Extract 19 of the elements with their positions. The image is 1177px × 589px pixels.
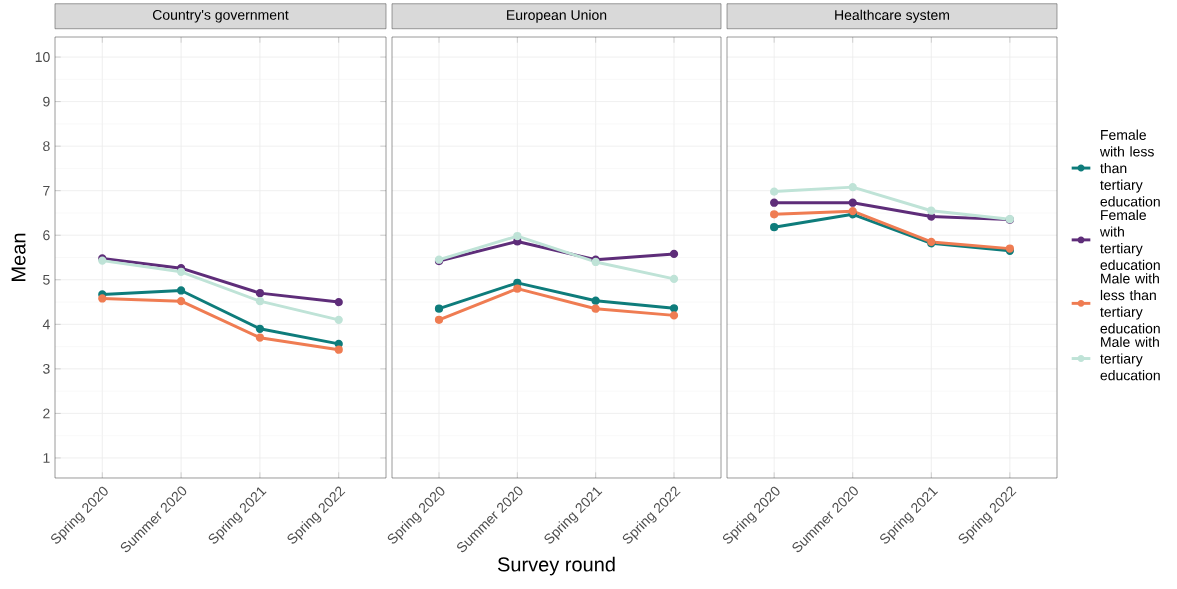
x-axis-title: Survey round (497, 556, 615, 576)
chart-title: Country's government (152, 9, 289, 23)
chart-title: European Union (507, 9, 607, 23)
y-tick-label: 6 (43, 230, 50, 241)
y-tick-label: 5 (43, 274, 50, 285)
legend-label: Male with tertiary education (1100, 336, 1160, 381)
y-tick-label: 9 (43, 96, 50, 107)
legend-label: Male with less than tertiary education (1100, 273, 1160, 334)
y-axis-title: Mean (11, 233, 26, 281)
y-tick-label: 7 (43, 185, 50, 196)
chart-title: Healthcare system (835, 9, 950, 23)
y-tick-label: 10 (35, 52, 50, 63)
legend-label: Female with tertiary education (1099, 209, 1160, 271)
y-tick-label: 3 (43, 363, 50, 374)
legend-label: Female with less than tertiary education (1099, 129, 1160, 207)
y-tick-label: 8 (43, 141, 50, 152)
y-tick-label: 4 (42, 319, 50, 330)
y-tick-label: 1 (43, 453, 50, 463)
y-tick-label: 2 (43, 408, 50, 419)
